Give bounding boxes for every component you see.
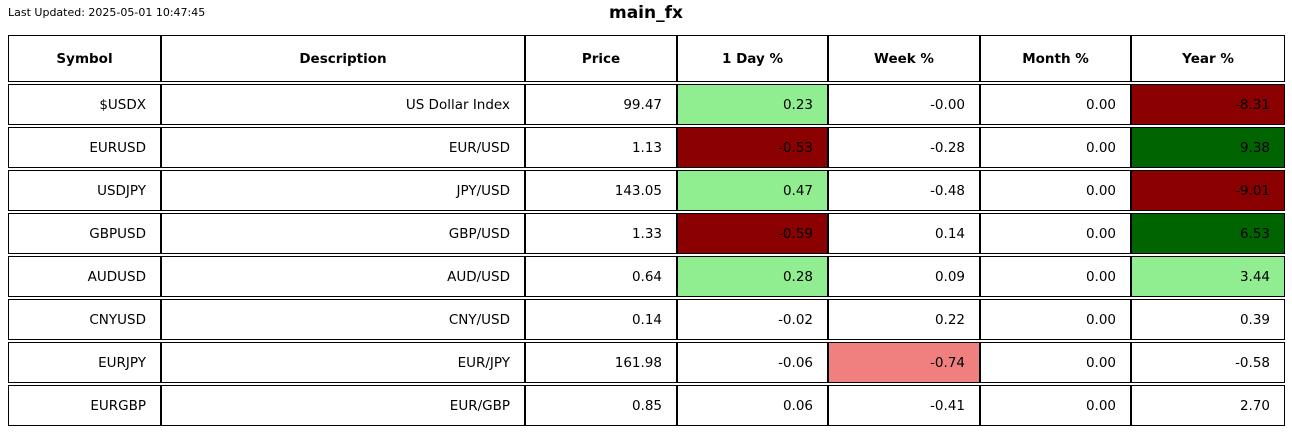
cell-day-pct: -0.53 (677, 127, 828, 168)
column-header-price: Price (525, 35, 677, 82)
cell-description: JPY/USD (161, 170, 525, 211)
cell-month-pct: 0.00 (980, 385, 1131, 426)
cell-month-pct: 0.00 (980, 342, 1131, 383)
cell-description: EUR/JPY (161, 342, 525, 383)
page-title: main_fx (609, 3, 683, 23)
cell-symbol: GBPUSD (8, 213, 161, 254)
cell-price: 1.13 (525, 127, 677, 168)
cell-year-pct: 6.53 (1131, 213, 1285, 254)
cell-day-pct: -0.02 (677, 299, 828, 340)
cell-day-pct: -0.59 (677, 213, 828, 254)
table-row: USDJPY JPY/USD 143.05 0.47 -0.48 0.00 -9.01 (8, 170, 1285, 211)
cell-symbol: AUDUSD (8, 256, 161, 297)
table-row: $USDX US Dollar Index 99.47 0.23 -0.00 0.00 -8… (8, 84, 1285, 125)
cell-symbol: EURGBP (8, 385, 161, 426)
cell-price: 1.33 (525, 213, 677, 254)
cell-day-pct: -0.06 (677, 342, 828, 383)
cell-month-pct: 0.00 (980, 170, 1131, 211)
cell-day-pct: 0.47 (677, 170, 828, 211)
cell-price: 0.85 (525, 385, 677, 426)
cell-week-pct: -0.41 (828, 385, 980, 426)
table-row: EURGBP EUR/GBP 0.85 0.06 -0.41 0.00 2.70 (8, 385, 1285, 426)
cell-description: CNY/USD (161, 299, 525, 340)
table-row: CNYUSD CNY/USD 0.14 -0.02 0.22 0.00 0.39 (8, 299, 1285, 340)
cell-week-pct: -0.74 (828, 342, 980, 383)
cell-month-pct: 0.00 (980, 299, 1131, 340)
cell-symbol: CNYUSD (8, 299, 161, 340)
header-row: Symbol Description Price 1 Day % Week % Month… (8, 35, 1285, 82)
table-body: $USDX US Dollar Index 99.47 0.23 -0.00 0.00 -8… (8, 84, 1285, 426)
table-row: EURUSD EUR/USD 1.13 -0.53 -0.28 0.00 9.38 (8, 127, 1285, 168)
cell-price: 0.14 (525, 299, 677, 340)
header-bar: Last Updated: 2025-05-01 10:47:45 main_f… (0, 0, 1292, 33)
cell-price: 143.05 (525, 170, 677, 211)
column-header-day-pct: 1 Day % (677, 35, 828, 82)
cell-week-pct: -0.48 (828, 170, 980, 211)
cell-day-pct: 0.06 (677, 385, 828, 426)
cell-price: 161.98 (525, 342, 677, 383)
cell-description: EUR/GBP (161, 385, 525, 426)
table-row: AUDUSD AUD/USD 0.64 0.28 0.09 0.00 3.44 (8, 256, 1285, 297)
column-header-week-pct: Week % (828, 35, 980, 82)
cell-month-pct: 0.00 (980, 213, 1131, 254)
cell-week-pct: 0.22 (828, 299, 980, 340)
cell-description: US Dollar Index (161, 84, 525, 125)
column-header-symbol: Symbol (8, 35, 161, 82)
cell-symbol: USDJPY (8, 170, 161, 211)
cell-description: AUD/USD (161, 256, 525, 297)
cell-symbol: EURUSD (8, 127, 161, 168)
cell-description: EUR/USD (161, 127, 525, 168)
cell-day-pct: 0.28 (677, 256, 828, 297)
cell-month-pct: 0.00 (980, 256, 1131, 297)
cell-year-pct: 3.44 (1131, 256, 1285, 297)
cell-week-pct: -0.00 (828, 84, 980, 125)
cell-year-pct: 9.38 (1131, 127, 1285, 168)
cell-year-pct: -8.31 (1131, 84, 1285, 125)
column-header-month-pct: Month % (980, 35, 1131, 82)
cell-year-pct: -9.01 (1131, 170, 1285, 211)
last-updated-timestamp: Last Updated: 2025-05-01 10:47:45 (8, 6, 206, 19)
column-header-year-pct: Year % (1131, 35, 1285, 82)
table-row: GBPUSD GBP/USD 1.33 -0.59 0.14 0.00 6.53 (8, 213, 1285, 254)
cell-month-pct: 0.00 (980, 84, 1131, 125)
cell-week-pct: -0.28 (828, 127, 980, 168)
cell-day-pct: 0.23 (677, 84, 828, 125)
cell-week-pct: 0.14 (828, 213, 980, 254)
cell-year-pct: 2.70 (1131, 385, 1285, 426)
column-header-description: Description (161, 35, 525, 82)
table-row: EURJPY EUR/JPY 161.98 -0.06 -0.74 0.00 -0.58 (8, 342, 1285, 383)
cell-month-pct: 0.00 (980, 127, 1131, 168)
cell-symbol: EURJPY (8, 342, 161, 383)
cell-price: 0.64 (525, 256, 677, 297)
cell-year-pct: 0.39 (1131, 299, 1285, 340)
cell-symbol: $USDX (8, 84, 161, 125)
fx-table: Symbol Description Price 1 Day % Week % Month… (8, 33, 1285, 428)
cell-year-pct: -0.58 (1131, 342, 1285, 383)
cell-description: GBP/USD (161, 213, 525, 254)
cell-price: 99.47 (525, 84, 677, 125)
cell-week-pct: 0.09 (828, 256, 980, 297)
